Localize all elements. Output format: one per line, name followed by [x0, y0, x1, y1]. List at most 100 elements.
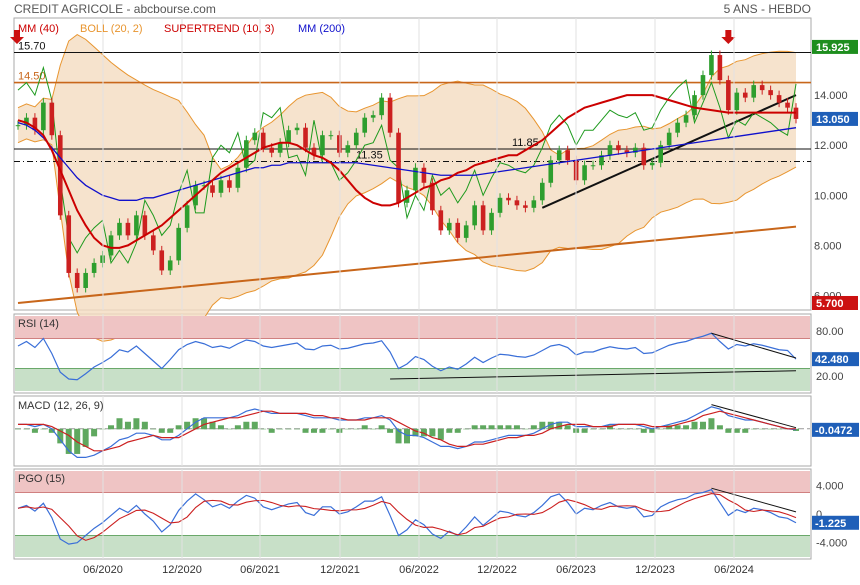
rsi-support-line [390, 370, 797, 380]
x-tick-label: 06/2021 [240, 564, 280, 576]
osc-y-tick: 80.00 [816, 326, 844, 338]
candle-body [742, 92, 748, 98]
rsi-panel-frame [13, 313, 812, 394]
macd-histogram-bar [767, 428, 774, 430]
candle-body [446, 222, 452, 231]
candle-body [514, 200, 520, 206]
macd-histogram-bar [353, 428, 360, 430]
macd-histogram-bar [175, 425, 182, 430]
macd-histogram-bar [226, 428, 233, 430]
candle-body [616, 145, 621, 151]
trendline-0 [17, 225, 797, 304]
candle-body [523, 205, 528, 208]
candle-body [235, 167, 241, 188]
macd-histogram-bar [327, 428, 334, 430]
macd-histogram-bar [192, 418, 199, 430]
macd-histogram-bar [217, 425, 224, 430]
osc-y-tick: -4.000 [816, 538, 847, 550]
macd-histogram-bar [590, 428, 597, 430]
macd-histogram-bar [488, 425, 495, 430]
candle-body [260, 132, 266, 148]
candle-body [480, 205, 486, 231]
candle-body [421, 167, 427, 183]
candle-body [624, 150, 630, 153]
macd-histogram-bar [91, 428, 98, 437]
macd-histogram-bar [167, 428, 174, 433]
x-tick-label: 06/2022 [399, 564, 439, 576]
candle-body [413, 167, 418, 191]
macd-histogram-bar [260, 428, 267, 430]
macd-histogram-bar [302, 428, 309, 433]
candle-body [151, 235, 156, 251]
macd-histogram-bar [606, 425, 613, 430]
macd-legend: MACD (12, 26, 9) [18, 400, 104, 412]
macd-histogram-bar [776, 428, 783, 430]
candle-body [649, 162, 655, 166]
candle-body [277, 142, 283, 153]
candle-body [83, 272, 88, 288]
macd-histogram-bar [150, 428, 157, 430]
candle-body [506, 197, 511, 201]
macd-histogram-bar [598, 428, 605, 430]
oscillator-line-0 [17, 488, 797, 545]
x-tick-label: 06/2023 [556, 564, 596, 576]
candle-body [176, 227, 181, 261]
candle-body [227, 180, 232, 188]
macd-histogram-bar [141, 421, 148, 430]
candle-body [328, 135, 334, 137]
candle-body [41, 102, 46, 131]
candle-body [565, 150, 570, 161]
candle-body [134, 215, 139, 236]
candle-body [15, 125, 21, 127]
candle-body [159, 250, 165, 271]
price-legend-3: MM (200) [298, 23, 345, 35]
macd-histogram-bar [116, 418, 123, 430]
upper-zone [15, 471, 810, 493]
osc-last-badge [812, 422, 859, 437]
candle-body [337, 135, 342, 153]
candle-body [700, 75, 706, 96]
price-badge-0 [812, 39, 858, 54]
macd-histogram-bar [344, 428, 351, 430]
candle-body [548, 160, 554, 183]
lower-zone [15, 535, 810, 557]
osc-last-badge [812, 515, 859, 530]
macd-histogram-bar [708, 418, 715, 430]
macd-histogram-bar [158, 428, 165, 433]
trendline-1 [541, 94, 797, 209]
supertrend-line [17, 65, 797, 265]
level-label-3: 11.35 [356, 149, 383, 161]
macd-histogram-bar [234, 425, 241, 430]
rsi-legend: RSI (14) [18, 318, 59, 330]
candle-body [125, 222, 131, 236]
osc-last-label: -0.0472 [815, 425, 852, 437]
macd-histogram-bar [48, 428, 55, 433]
chart-title: CREDIT AGRICOLE - abcbourse.com [14, 2, 216, 16]
candle-body [320, 135, 325, 156]
price-chart: 15.7014.5011.8511.356.0008.00010.00012.0… [10, 30, 858, 342]
candle-body [540, 182, 545, 201]
price-y-tick: 10.000 [814, 190, 848, 202]
x-tick-label: 12/2022 [477, 564, 517, 576]
macd-histogram-bar [23, 428, 30, 430]
osc-last-label: 42.480 [815, 354, 849, 366]
macd-histogram-bar [556, 421, 563, 430]
macd-histogram-bar [387, 428, 394, 433]
candle-body [74, 272, 80, 288]
candle-body [294, 127, 300, 131]
candle-body [709, 55, 714, 76]
macd-histogram-bar [632, 428, 639, 430]
macd-histogram-bar [361, 425, 368, 430]
macd-histogram-bar [277, 428, 284, 430]
macd-histogram-bar [683, 425, 690, 430]
candle-body [49, 102, 55, 136]
price-legend-2: SUPERTREND (10, 3) [164, 23, 274, 35]
candle-body [218, 180, 224, 193]
osc-last-badge [812, 352, 859, 367]
macd-histogram-bar [82, 428, 89, 447]
x-tick-label: 12/2021 [320, 564, 360, 576]
macd-histogram-bar [124, 421, 131, 430]
candle-body [590, 165, 596, 167]
candle-body [675, 122, 680, 133]
candle-body [142, 215, 148, 236]
